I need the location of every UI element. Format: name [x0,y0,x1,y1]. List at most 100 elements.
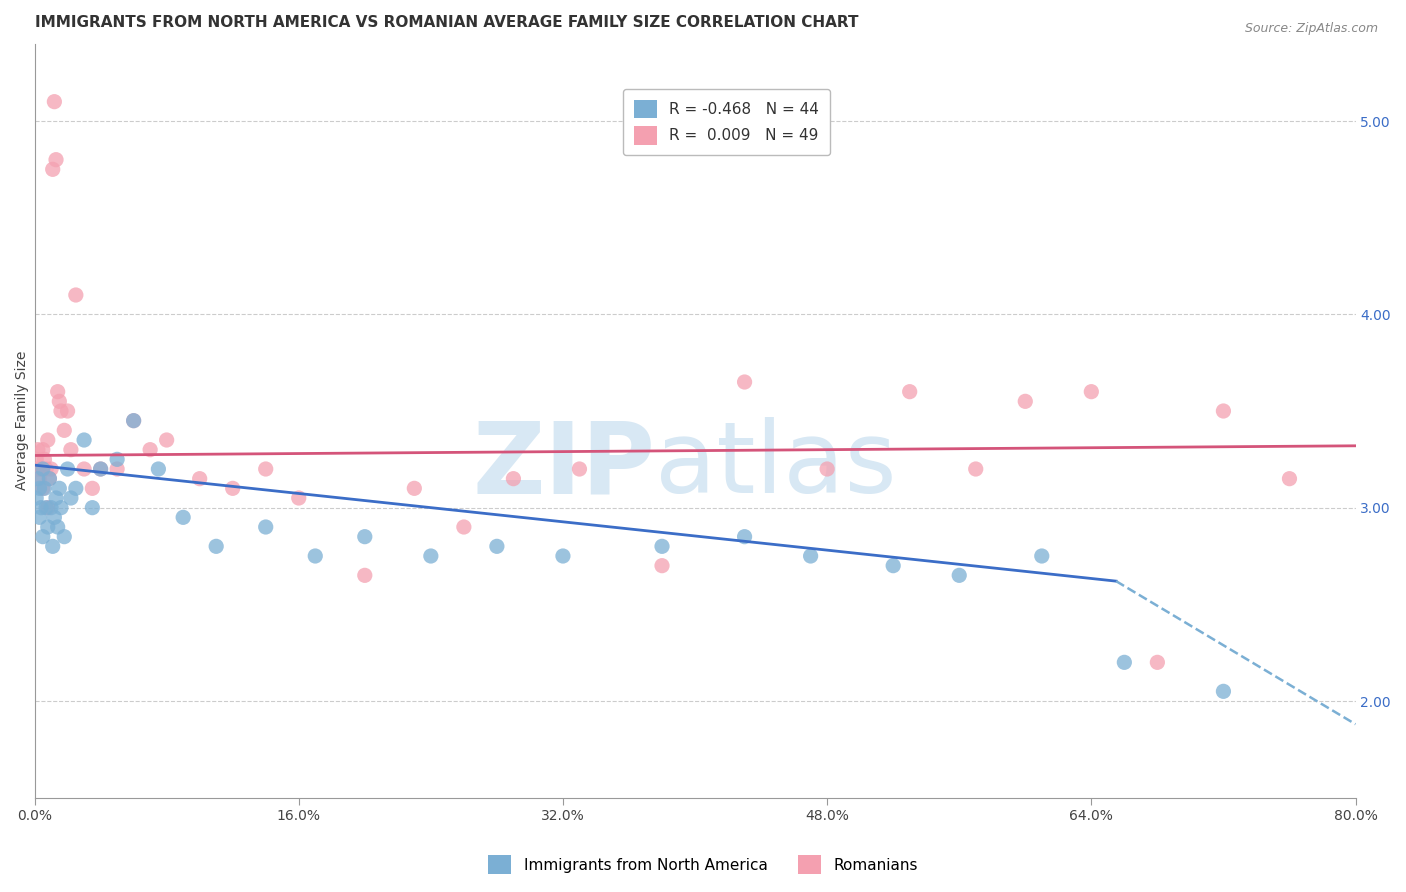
Point [105,462,128,476]
Point [222,481,245,495]
Point [122,414,145,428]
Point [287,491,309,505]
Point [59,491,82,505]
Text: ZIP: ZIP [472,417,655,515]
Point [28,510,51,524]
Point [172,510,194,524]
Point [65,288,87,302]
Point [38,472,60,486]
Point [90,462,112,476]
Point [965,462,987,476]
Point [188,472,211,486]
Point [25,491,48,505]
Point [48,481,70,495]
Point [73,433,96,447]
Point [31,481,53,495]
Point [56,462,79,476]
Point [90,462,112,476]
Point [34,481,56,495]
Point [31,530,53,544]
Point [156,433,179,447]
Point [39,462,62,476]
Text: Source: ZipAtlas.com: Source: ZipAtlas.com [1244,22,1378,36]
Point [254,520,277,534]
Point [568,462,591,476]
Point [49,500,72,515]
Point [30,462,52,476]
Point [148,462,170,476]
Point [502,472,524,486]
Point [82,481,104,495]
Point [37,520,59,534]
Point [651,558,673,573]
Y-axis label: Average Family Size: Average Family Size [15,351,30,491]
Point [53,423,76,437]
Point [35,500,58,515]
Point [734,530,756,544]
Point [37,433,59,447]
Point [46,384,69,399]
Point [27,442,49,457]
Point [651,539,673,553]
Point [1014,394,1036,409]
Point [59,442,82,457]
Point [46,520,69,534]
Text: atlas: atlas [655,417,897,515]
Point [44,95,66,109]
Point [1278,472,1301,486]
Point [1212,684,1234,698]
Point [49,404,72,418]
Point [65,481,87,495]
Point [28,472,51,486]
Point [56,404,79,418]
Point [419,549,441,563]
Point [453,520,475,534]
Point [37,500,59,515]
Point [34,452,56,467]
Point [105,452,128,467]
Point [139,442,162,457]
Point [48,394,70,409]
Point [800,549,823,563]
Point [27,472,49,486]
Point [205,539,228,553]
Point [882,558,904,573]
Point [44,510,66,524]
Point [353,530,375,544]
Point [39,500,62,515]
Point [404,481,426,495]
Point [948,568,970,582]
Point [551,549,574,563]
Point [815,462,838,476]
Legend: R = -0.468   N = 44, R =  0.009   N = 49: R = -0.468 N = 44, R = 0.009 N = 49 [623,89,830,155]
Point [82,500,104,515]
Point [41,162,63,177]
Point [28,481,51,495]
Point [734,375,756,389]
Point [1031,549,1053,563]
Point [31,462,53,476]
Point [122,414,145,428]
Point [53,530,76,544]
Point [41,539,63,553]
Point [25,452,48,467]
Point [45,491,67,505]
Point [254,462,277,476]
Point [27,462,49,476]
Point [1212,404,1234,418]
Point [485,539,508,553]
Point [73,462,96,476]
Point [35,462,58,476]
Point [38,472,60,486]
Point [1146,656,1168,670]
Point [45,153,67,167]
Point [898,384,921,399]
Point [30,500,52,515]
Point [31,442,53,457]
Legend: Immigrants from North America, Romanians: Immigrants from North America, Romanians [482,849,924,880]
Point [304,549,326,563]
Point [1114,656,1136,670]
Point [353,568,375,582]
Text: IMMIGRANTS FROM NORTH AMERICA VS ROMANIAN AVERAGE FAMILY SIZE CORRELATION CHART: IMMIGRANTS FROM NORTH AMERICA VS ROMANIA… [35,15,858,30]
Point [1080,384,1102,399]
